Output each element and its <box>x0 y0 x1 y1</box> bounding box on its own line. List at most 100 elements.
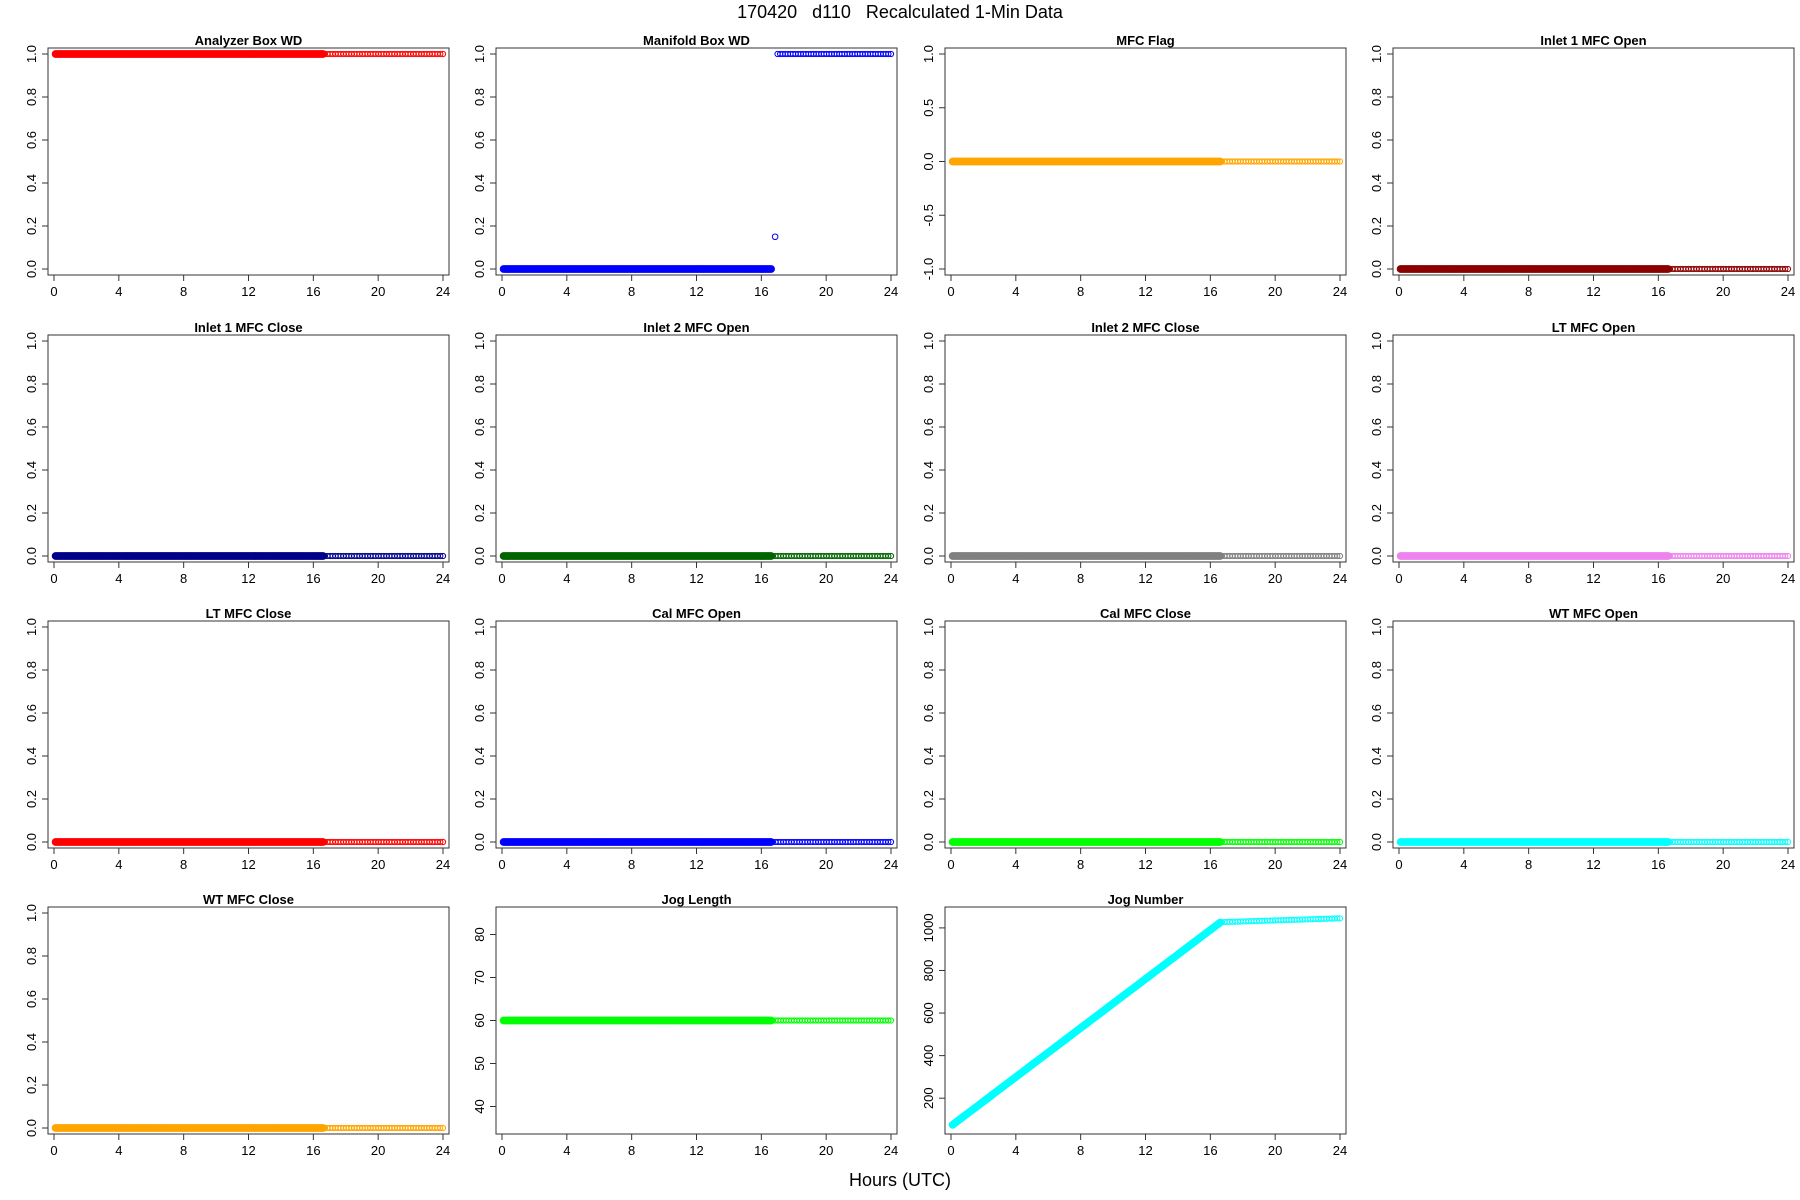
x-tick-label: 12 <box>1138 857 1152 872</box>
y-tick-label: 0.0 <box>1369 547 1384 565</box>
x-tick-label: 4 <box>1012 284 1019 299</box>
data-point <box>437 50 444 58</box>
series-open <box>769 1017 895 1024</box>
plot-frame <box>495 334 898 563</box>
data-point <box>767 552 775 560</box>
series-filled <box>499 552 775 560</box>
series-open <box>321 552 447 560</box>
y-tick-label: 0.0 <box>921 547 936 565</box>
x-tick-label: 24 <box>884 1143 898 1158</box>
panel-lt-mfc-close: LT MFC Close 0 4 8 12 16 20 24 0.0 0.2 0.4 0.6 0.8 1.… <box>24 606 450 872</box>
x-tick-label: 12 <box>689 1143 703 1158</box>
x-tick-label: 12 <box>241 857 255 872</box>
panel-cal-mfc-close: Cal MFC Close 0 4 8 12 16 20 24 0.0 0.2 0.4 0.6 0.8 1… <box>921 606 1347 872</box>
y-tick-label: 400 <box>921 1045 936 1067</box>
panel-title: LT MFC Open <box>1552 320 1636 335</box>
y-tick-label: 0.8 <box>472 88 487 106</box>
y-tick-label: 0.8 <box>921 661 936 679</box>
x-tick-label: 4 <box>1460 571 1467 586</box>
x-tick-label: 20 <box>1716 857 1730 872</box>
y-tick-label: 1.0 <box>472 332 487 350</box>
y-tick-label: 0.6 <box>1369 704 1384 722</box>
x-tick-label: 24 <box>1333 571 1347 586</box>
y-tick-label: 0.2 <box>921 790 936 808</box>
y-tick-label: 0.6 <box>24 704 39 722</box>
y-tick-label: 0.4 <box>921 461 936 479</box>
plot-frame <box>944 620 1347 849</box>
x-tick-label: 8 <box>180 284 187 299</box>
x-tick-label: 8 <box>180 857 187 872</box>
data-point <box>1664 552 1672 560</box>
x-tick-label: 0 <box>947 857 954 872</box>
y-tick-label: 0.8 <box>24 947 39 965</box>
panel-wt-mfc-close: WT MFC Close 0 4 8 12 16 20 24 0.0 0.2 0.4 0.6 0.8 1.… <box>24 892 450 1158</box>
x-tick-label: 16 <box>306 571 320 586</box>
plot-frame <box>47 47 450 276</box>
y-tick-label: 0.6 <box>472 418 487 436</box>
x-tick-label: 24 <box>884 284 898 299</box>
x-tick-label: 20 <box>819 1143 833 1158</box>
x-tick-label: 8 <box>1525 571 1532 586</box>
x-tick-label: 8 <box>1525 284 1532 299</box>
data-point <box>319 1124 327 1132</box>
x-tick-label: 0 <box>50 1143 57 1158</box>
y-tick-label: 0.2 <box>921 504 936 522</box>
y-tick-label: 0.4 <box>921 747 936 765</box>
data-point <box>319 838 327 846</box>
x-tick-label: 16 <box>1203 284 1217 299</box>
y-tick-label: 60 <box>472 1013 487 1027</box>
series-filled <box>948 838 1224 846</box>
panel-cal-mfc-open: Cal MFC Open 0 4 8 12 16 20 24 0.0 0.2 0.4 0.6 0.8 1.… <box>472 606 898 872</box>
x-tick-label: 0 <box>498 1143 505 1158</box>
y-tick-label: 600 <box>921 1002 936 1024</box>
y-tick-label: 0.6 <box>472 131 487 149</box>
panel-title: Inlet 1 MFC Close <box>194 320 302 335</box>
x-tick-label: 0 <box>498 857 505 872</box>
x-tick-label: 16 <box>754 1143 768 1158</box>
x-tick-label: 16 <box>1651 857 1665 872</box>
y-tick-label: 0.6 <box>921 418 936 436</box>
y-tick-label: 0.2 <box>472 504 487 522</box>
x-tick-label: 8 <box>628 857 635 872</box>
y-tick-label: 0.2 <box>24 1076 39 1094</box>
series-open <box>774 50 895 58</box>
y-tick-label: 0.2 <box>472 217 487 235</box>
panel-title: Inlet 2 MFC Close <box>1091 320 1199 335</box>
series-open <box>1666 265 1792 273</box>
data-point <box>1216 838 1224 846</box>
panel-title: Analyzer Box WD <box>195 33 303 48</box>
series-open <box>769 838 895 846</box>
y-tick-label: 1.0 <box>1369 45 1384 63</box>
data-point <box>1336 838 1344 846</box>
data-point <box>767 265 775 273</box>
y-tick-label: 50 <box>472 1056 487 1070</box>
data-point <box>1664 265 1672 273</box>
y-tick-label: 0.6 <box>1369 131 1384 149</box>
data-point <box>887 838 895 846</box>
y-tick-label: 80 <box>472 927 487 941</box>
x-tick-label: 12 <box>1138 284 1152 299</box>
x-tick-label: 16 <box>306 857 320 872</box>
data-point <box>439 552 447 560</box>
y-tick-label: 0.0 <box>921 152 936 170</box>
x-tick-label: 12 <box>689 857 703 872</box>
y-tick-label: 0.6 <box>921 704 936 722</box>
y-tick-label: 1.0 <box>1369 332 1384 350</box>
y-tick-label: 0.4 <box>24 461 39 479</box>
x-tick-label: 24 <box>1781 284 1795 299</box>
y-tick-label: 0.4 <box>472 461 487 479</box>
x-tick-label: 24 <box>1333 857 1347 872</box>
x-axis-label: Hours (UTC) <box>849 1170 951 1190</box>
plot-frame <box>495 47 898 276</box>
series-filled <box>499 1016 775 1025</box>
x-tick-label: 24 <box>1781 571 1795 586</box>
data-point <box>439 838 447 846</box>
y-tick-label: 70 <box>472 970 487 984</box>
y-tick-label: 0.0 <box>1369 833 1384 851</box>
panel-title: Cal MFC Open <box>652 606 741 621</box>
x-tick-label: 20 <box>819 571 833 586</box>
x-tick-label: 8 <box>1077 1143 1084 1158</box>
plot-frame <box>47 334 450 563</box>
x-tick-label: 4 <box>1012 857 1019 872</box>
x-tick-label: 16 <box>754 571 768 586</box>
